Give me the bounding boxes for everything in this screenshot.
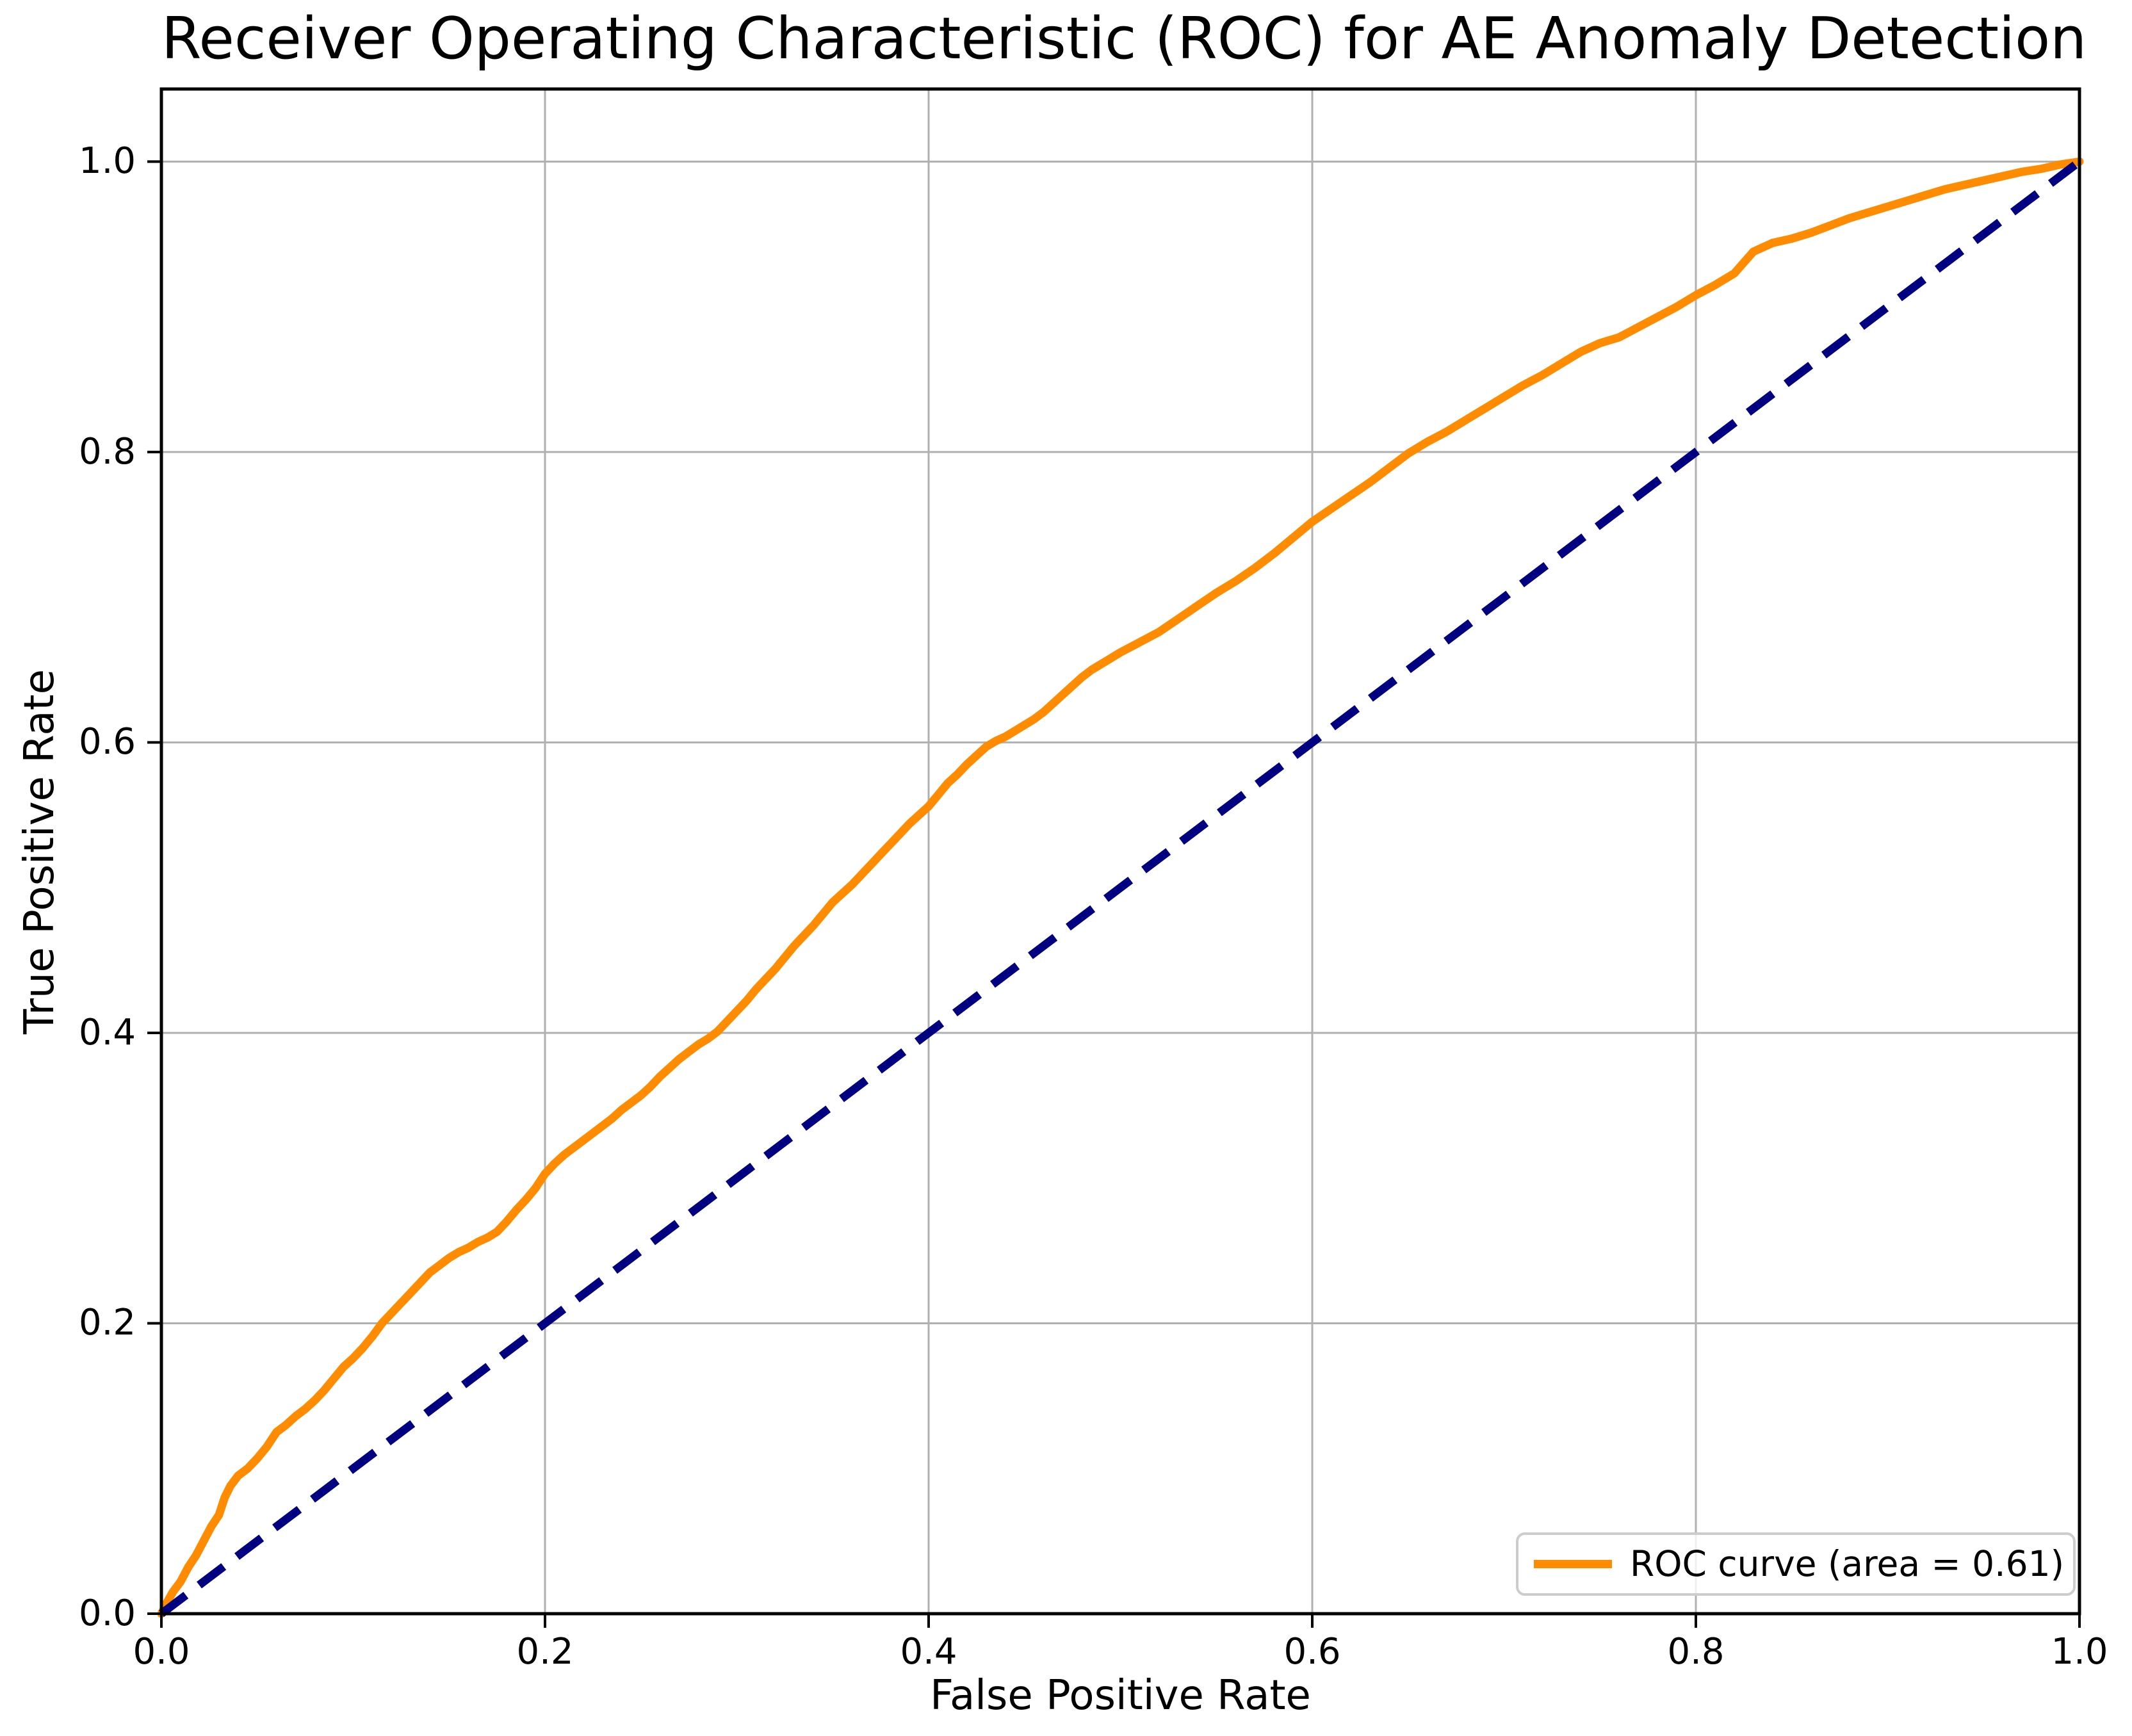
y-tick-label: 0.4	[78, 1011, 136, 1053]
x-tick-label: 0.8	[1667, 1631, 1725, 1673]
chart-title: Receiver Operating Characteristic (ROC) …	[161, 5, 2087, 72]
legend-box: ROC curve (area = 0.61)	[1516, 1532, 2076, 1596]
y-tick-label: 0.6	[78, 721, 136, 763]
roc-curve-legend-label: ROC curve (area = 0.61)	[1630, 1543, 2065, 1584]
chance-diagonal-line	[159, 158, 2082, 1618]
x-tick-label: 0.2	[516, 1631, 574, 1673]
x-axis-label: False Positive Rate	[930, 1672, 1311, 1719]
x-tick-labels: 0.0 0.2 0.4 0.6 0.8 1.0	[0, 1634, 2132, 1679]
y-tick-labels: 0.0 0.2 0.4 0.6 0.8 1.0	[0, 0, 136, 1736]
y-tick-label: 0.8	[78, 430, 136, 473]
y-tick-label: 1.0	[78, 140, 136, 183]
y-tick-label: 0.2	[78, 1302, 136, 1344]
x-tick-label: 0.6	[1283, 1631, 1341, 1673]
x-tick-label: 0.4	[900, 1631, 957, 1673]
x-tick-label: 0.0	[133, 1631, 190, 1673]
roc-curve-legend-swatch	[1534, 1560, 1612, 1568]
axes-spines	[159, 87, 2081, 1616]
y-tick-label: 0.0	[78, 1593, 136, 1634]
x-tick-label: 1.0	[2051, 1631, 2108, 1673]
roc-curve-line	[157, 157, 2084, 1618]
